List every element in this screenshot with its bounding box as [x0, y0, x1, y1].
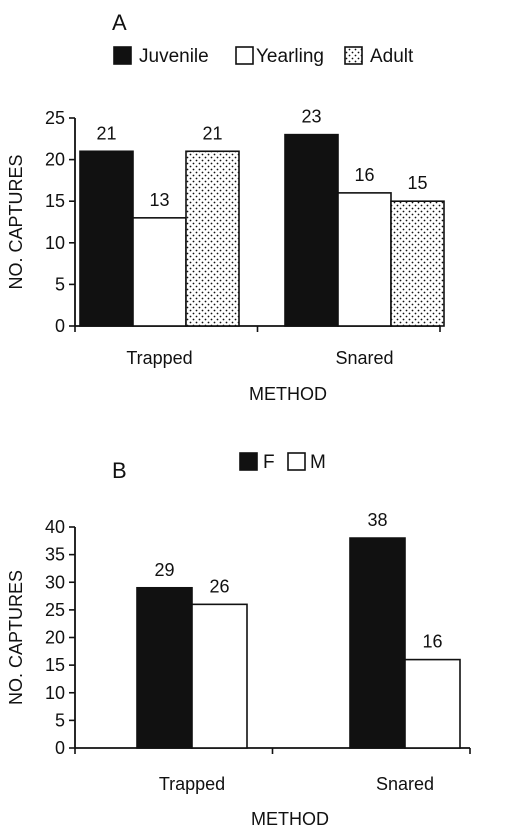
chart-a-x-axis-title: METHOD — [249, 384, 327, 404]
chart-b-y-tick-label: 20 — [45, 628, 65, 648]
chart-b-y-axis-title: NO. CAPTURES — [6, 570, 26, 705]
chart-b-y-tick-label: 25 — [45, 600, 65, 620]
chart-a-bar-snared-adult — [390, 200, 445, 327]
chart-a-y-tick-label: 25 — [45, 108, 65, 128]
chart-b-panel-label: B — [112, 458, 127, 483]
chart-a-legend-label-juvenile: Juvenile — [139, 46, 209, 67]
chart-b-legend-label-m: M — [310, 452, 326, 473]
chart-a-data-label-trapped-juvenile: 21 — [96, 123, 116, 143]
chart-b-legend-label-f: F — [263, 452, 275, 473]
chart-a-y-tick-label: 15 — [45, 191, 65, 211]
chart-b-data-label-snared-f: 38 — [367, 510, 387, 530]
chart-b-data-label-trapped-m: 26 — [209, 576, 229, 596]
chart-b-y-tick-label: 30 — [45, 572, 65, 592]
chart-b-category-label-snared: Snared — [376, 774, 434, 794]
chart-b-bar-snared-m — [404, 658, 461, 749]
chart-b-x-axis-title: METHOD — [251, 809, 329, 828]
chart-a-data-label-snared-yearling: 16 — [354, 165, 374, 185]
chart-a-y-tick-label: 5 — [55, 274, 65, 294]
chart-a-panel-label: A — [112, 10, 127, 35]
chart-a-legend-swatch-yearling — [235, 46, 254, 65]
chart-a-category-label-trapped: Trapped — [126, 348, 192, 368]
chart-a-bar-trapped-adult — [185, 150, 240, 327]
chart-b-y-tick-label: 40 — [45, 517, 65, 537]
chart-b-data-label-trapped-f: 29 — [154, 560, 174, 580]
chart-b-bar-trapped-f — [136, 586, 193, 749]
chart-a-legend-label-adult: Adult — [370, 46, 414, 67]
chart-b-y-tick-label: 10 — [45, 683, 65, 703]
chart-a-legend-swatch-juvenile — [113, 46, 132, 65]
chart-b-y-tick-label: 35 — [45, 545, 65, 565]
chart-a-y-axis-title: NO. CAPTURES — [6, 154, 26, 289]
chart-a-data-label-snared-adult: 15 — [407, 173, 427, 193]
chart-a-data-label-snared-juvenile: 23 — [301, 107, 321, 127]
chart-b-bar-snared-f — [349, 537, 406, 749]
chart-b-data-label-snared-m: 16 — [422, 632, 442, 652]
chart-a-legend-swatch-adult — [344, 46, 363, 65]
chart-b-legend-swatch-m — [287, 452, 306, 471]
chart-a-bar-trapped-juvenile — [79, 150, 134, 327]
chart-b-legend-swatch-f — [239, 452, 258, 471]
chart-b-y-tick-label: 15 — [45, 655, 65, 675]
chart-b-category-label-trapped: Trapped — [159, 774, 225, 794]
chart-a-legend-label-yearling: Yearling — [256, 46, 324, 67]
chart-b-y-tick-label: 0 — [55, 738, 65, 758]
chart-a-data-label-trapped-yearling: 13 — [149, 190, 169, 210]
chart-a-category-label-snared: Snared — [335, 348, 393, 368]
chart-a-bar-snared-yearling — [337, 192, 392, 327]
chart-a-y-tick-label: 20 — [45, 150, 65, 170]
chart-b-bar-trapped-m — [191, 603, 248, 749]
chart-a-data-label-trapped-adult: 21 — [202, 123, 222, 143]
chart-a-y-tick-label: 10 — [45, 233, 65, 253]
chart-b-y-tick-label: 5 — [55, 710, 65, 730]
chart-a-y-tick-label: 0 — [55, 316, 65, 336]
chart-a-bar-trapped-yearling — [132, 217, 187, 327]
chart-a-bar-snared-juvenile — [284, 133, 339, 327]
